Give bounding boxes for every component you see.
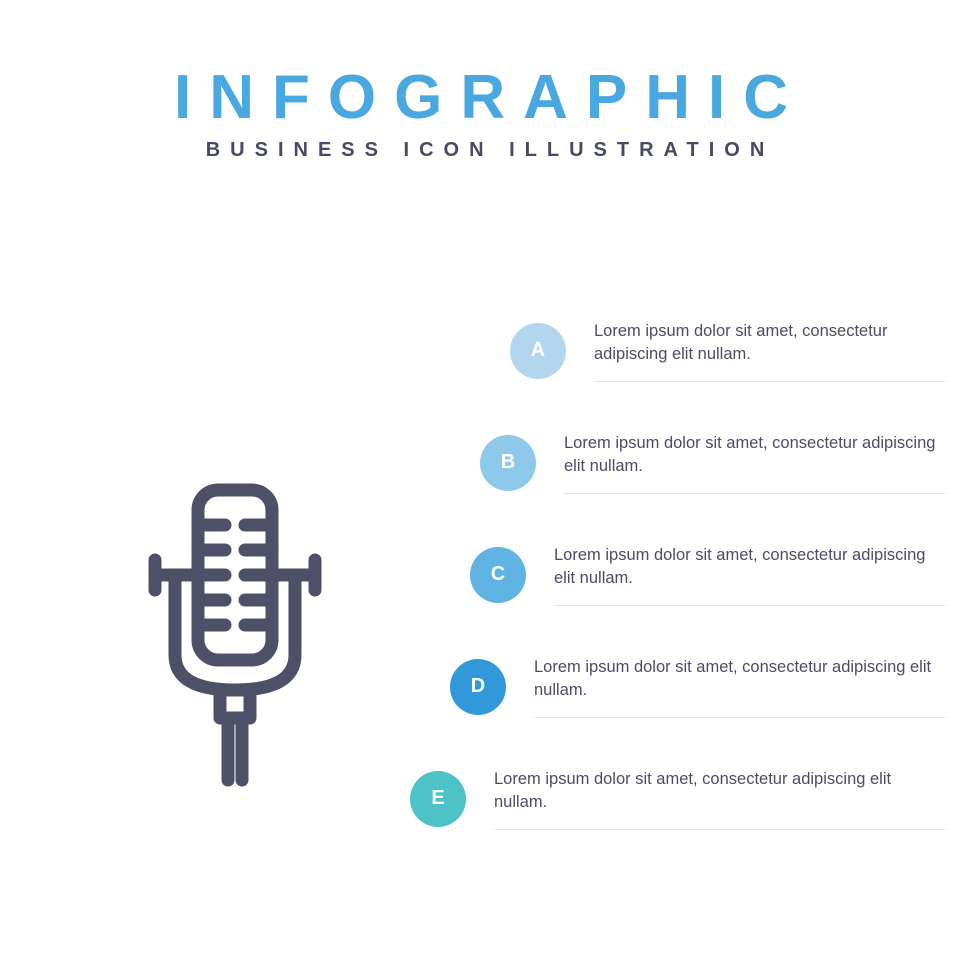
step-a: A Lorem ipsum dolor sit amet, consectetur… (510, 320, 946, 382)
step-text: Lorem ipsum dolor sit amet, consectetur … (554, 544, 946, 606)
step-text: Lorem ipsum dolor sit amet, consectetur … (534, 656, 946, 718)
step-badge: D (450, 659, 506, 715)
step-badge: B (480, 435, 536, 491)
step-badge: E (410, 771, 466, 827)
step-b: B Lorem ipsum dolor sit amet, consectetur… (480, 432, 946, 494)
step-e: E Lorem ipsum dolor sit amet, consectetur… (410, 768, 946, 830)
step-c: C Lorem ipsum dolor sit amet, consectetur… (470, 544, 946, 606)
step-text: Lorem ipsum dolor sit amet, consectetur … (494, 768, 946, 830)
content: A Lorem ipsum dolor sit amet, consectetur… (0, 320, 980, 880)
step-d: D Lorem ipsum dolor sit amet, consectetur… (450, 656, 946, 718)
page-subtitle: BUSINESS ICON ILLUSTRATION (0, 139, 980, 162)
microphone-icon (130, 480, 340, 790)
step-badge: C (470, 547, 526, 603)
steps-column: A Lorem ipsum dolor sit amet, consectetur… (470, 320, 980, 880)
header: INFOGRAPHIC BUSINESS ICON ILLUSTRATION (0, 0, 980, 162)
page-title: INFOGRAPHIC (0, 62, 980, 133)
step-badge: A (510, 323, 566, 379)
step-text: Lorem ipsum dolor sit amet, consectetur … (594, 320, 946, 382)
step-text: Lorem ipsum dolor sit amet, consectetur … (564, 432, 946, 494)
icon-column (0, 320, 470, 880)
